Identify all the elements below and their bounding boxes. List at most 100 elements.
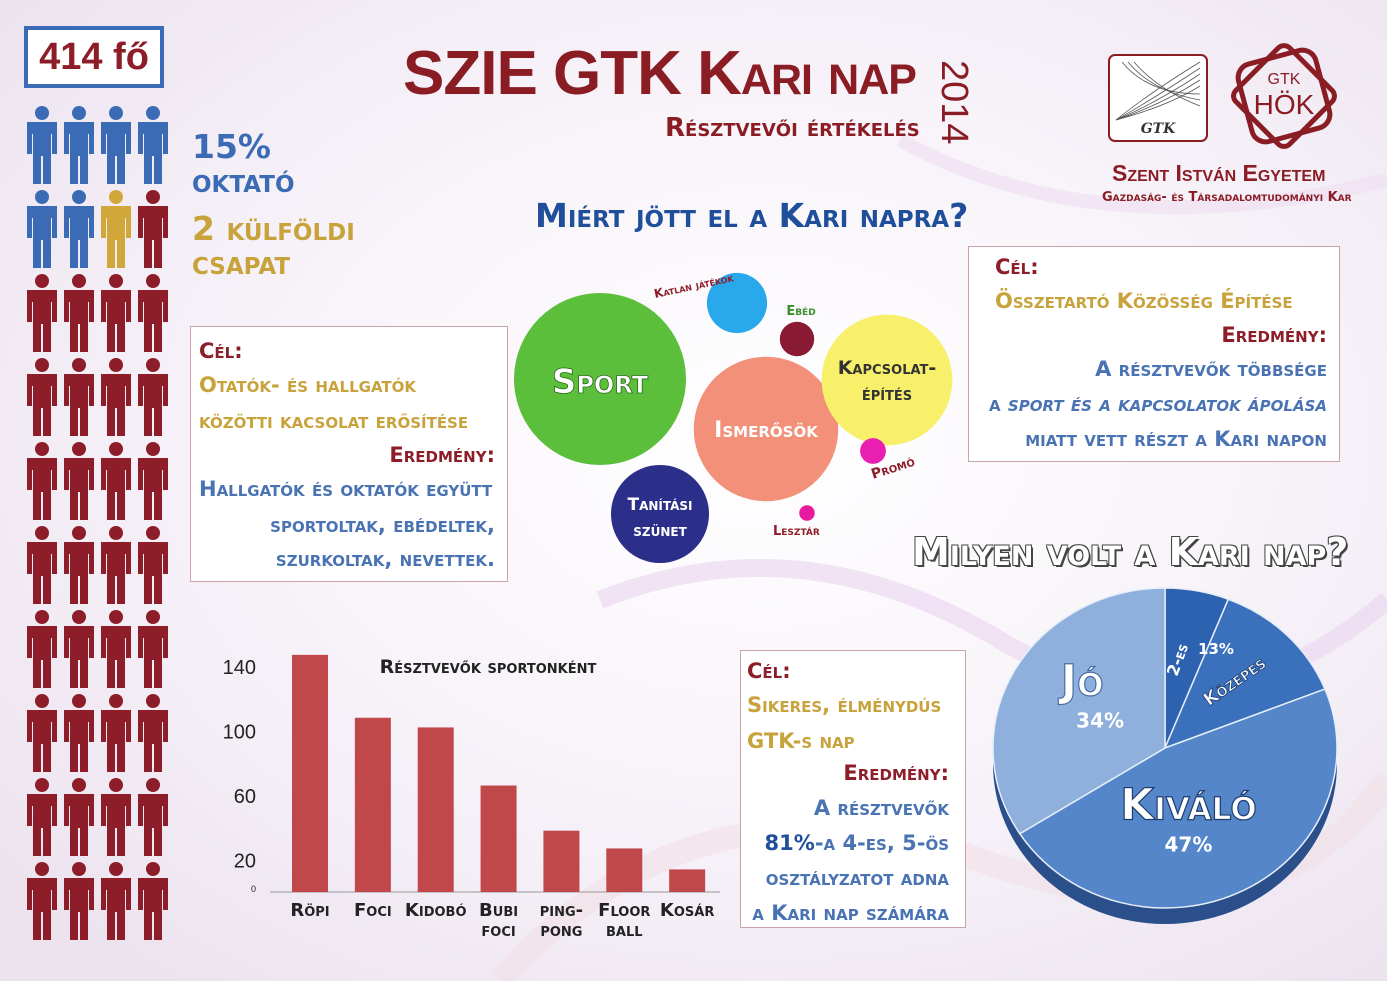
person-body bbox=[64, 290, 94, 352]
pie-label: Kiváló bbox=[1120, 779, 1257, 830]
person-head bbox=[146, 106, 160, 120]
bar-4 bbox=[543, 830, 580, 892]
foreign-label: csapat bbox=[192, 243, 291, 282]
person-head bbox=[109, 190, 123, 204]
person-head bbox=[146, 358, 160, 372]
person-icon bbox=[101, 778, 131, 856]
person-icon bbox=[138, 442, 168, 520]
person-body bbox=[138, 458, 168, 520]
bubble-label: Lesztár bbox=[773, 524, 820, 539]
participant-count: 414 fő bbox=[24, 26, 164, 88]
person-body bbox=[64, 710, 94, 772]
hok-logo-bottom: HÖK bbox=[1254, 89, 1315, 120]
bubble-label: Tanítási bbox=[627, 495, 692, 515]
person-icon bbox=[64, 442, 94, 520]
bottom-result-line3: osztályzatot adna bbox=[765, 866, 949, 890]
person-body bbox=[101, 122, 131, 184]
y-tick-label: 0 bbox=[251, 884, 256, 894]
bar-0 bbox=[292, 654, 328, 892]
reasons-bubble-chart: Sport Ismerősök Kapcsolat-építés Tanítási sz… bbox=[514, 270, 953, 564]
left-result-label: Eredmény: bbox=[389, 443, 495, 467]
page-subtitle: Résztvevői értékelés bbox=[665, 113, 920, 143]
bottom-goal-line1: Sikeres, élménydús bbox=[747, 693, 942, 717]
pie-slice-3 bbox=[992, 587, 1166, 835]
x-tick-label: Bubi bbox=[479, 900, 518, 921]
x-tick-label: Floor bbox=[598, 900, 650, 921]
bubble-label: Kapcsolat- bbox=[838, 357, 937, 379]
person-head bbox=[72, 526, 86, 540]
pie-slice-2 bbox=[1018, 688, 1338, 909]
bubble-label: építés bbox=[862, 383, 912, 405]
right-result-line2: a sport és a kapcsolatok ápolása bbox=[989, 392, 1327, 416]
person-body bbox=[138, 374, 168, 436]
person-body bbox=[138, 794, 168, 856]
person-icon bbox=[101, 610, 131, 688]
why-question: Miért jött el a Kari napra? bbox=[535, 196, 969, 235]
right-goal-line1: Összetartó Közösség Építése bbox=[995, 289, 1293, 313]
left-result-line1: Hallgatók és oktatók együtt bbox=[199, 477, 493, 501]
teacher-stat: 15% oktató bbox=[192, 130, 295, 198]
person-body bbox=[101, 374, 131, 436]
person-head bbox=[35, 610, 49, 624]
foreign-stat: 2 külföldi csapat bbox=[192, 212, 355, 280]
people-pictogram bbox=[27, 106, 168, 940]
x-tick-label: Röpi bbox=[290, 900, 329, 921]
person-head bbox=[72, 610, 86, 624]
bubble-5 bbox=[779, 321, 815, 357]
person-icon bbox=[138, 778, 168, 856]
bottom-result-line2-b: -a 4-es, 5-ös bbox=[814, 831, 949, 855]
left-result-line3: szurkoltak, nevettek. bbox=[275, 547, 495, 571]
faculty-name: Gazdaság- és Társadalomtudományi Kar bbox=[1102, 190, 1352, 205]
person-body bbox=[64, 206, 94, 268]
y-tick-label: 140 bbox=[223, 657, 256, 679]
person-head bbox=[35, 106, 49, 120]
left-goal-line1: Otatók- és hallgatók bbox=[199, 373, 417, 397]
bubble-3 bbox=[610, 464, 710, 564]
right-result-line1: A résztvevők többsége bbox=[1095, 357, 1327, 381]
person-body bbox=[138, 710, 168, 772]
chart-title: Résztvevők sportonként bbox=[380, 656, 597, 678]
person-icon bbox=[138, 274, 168, 352]
bubble-6 bbox=[860, 438, 886, 464]
x-tick-label: ping- bbox=[540, 900, 583, 921]
person-icon bbox=[101, 106, 131, 184]
person-head bbox=[109, 106, 123, 120]
person-icon bbox=[64, 274, 94, 352]
person-head bbox=[35, 190, 49, 204]
person-body bbox=[138, 626, 168, 688]
person-icon bbox=[27, 442, 57, 520]
person-head bbox=[72, 778, 86, 792]
person-body bbox=[64, 122, 94, 184]
pie-pct-label: 47% bbox=[1164, 832, 1212, 856]
gtk-logo-lines bbox=[1115, 61, 1201, 121]
y-tick-label: 20 bbox=[234, 851, 256, 873]
pie-pct-label: 34% bbox=[1076, 709, 1124, 733]
bubble-label: Ebéd bbox=[786, 304, 815, 319]
person-body bbox=[64, 794, 94, 856]
x-tick-label: Foci bbox=[354, 900, 392, 921]
person-icon bbox=[101, 694, 131, 772]
bottom-goal-label: Cél: bbox=[747, 659, 791, 683]
hok-logo-top: GTK bbox=[1268, 71, 1301, 88]
foreign-count: 2 külföldi bbox=[192, 209, 355, 248]
person-head bbox=[146, 526, 160, 540]
bubble-2 bbox=[821, 314, 953, 446]
person-icon bbox=[101, 526, 131, 604]
year: 2014 bbox=[933, 60, 975, 145]
person-icon bbox=[101, 862, 131, 940]
bottom-result-label: Eredmény: bbox=[843, 761, 949, 785]
bottom-result-line2: 81%-a 4-es, 5-ös bbox=[765, 831, 949, 855]
right-result-line2-a: a bbox=[988, 392, 1008, 416]
left-goal-line2: közötti kacsolat erősítése bbox=[199, 409, 469, 433]
x-tick-label: foci bbox=[481, 920, 515, 940]
sports-bar-chart: 140 100 60 20 0 Résztvevők sportonként Röpi Foc… bbox=[223, 654, 720, 940]
person-body bbox=[64, 374, 94, 436]
person-body bbox=[27, 710, 57, 772]
person-body bbox=[27, 794, 57, 856]
person-body bbox=[101, 290, 131, 352]
person-icon bbox=[27, 358, 57, 436]
bar-5 bbox=[606, 848, 643, 892]
person-icon bbox=[138, 862, 168, 940]
left-goal-label: Cél: bbox=[199, 339, 243, 363]
